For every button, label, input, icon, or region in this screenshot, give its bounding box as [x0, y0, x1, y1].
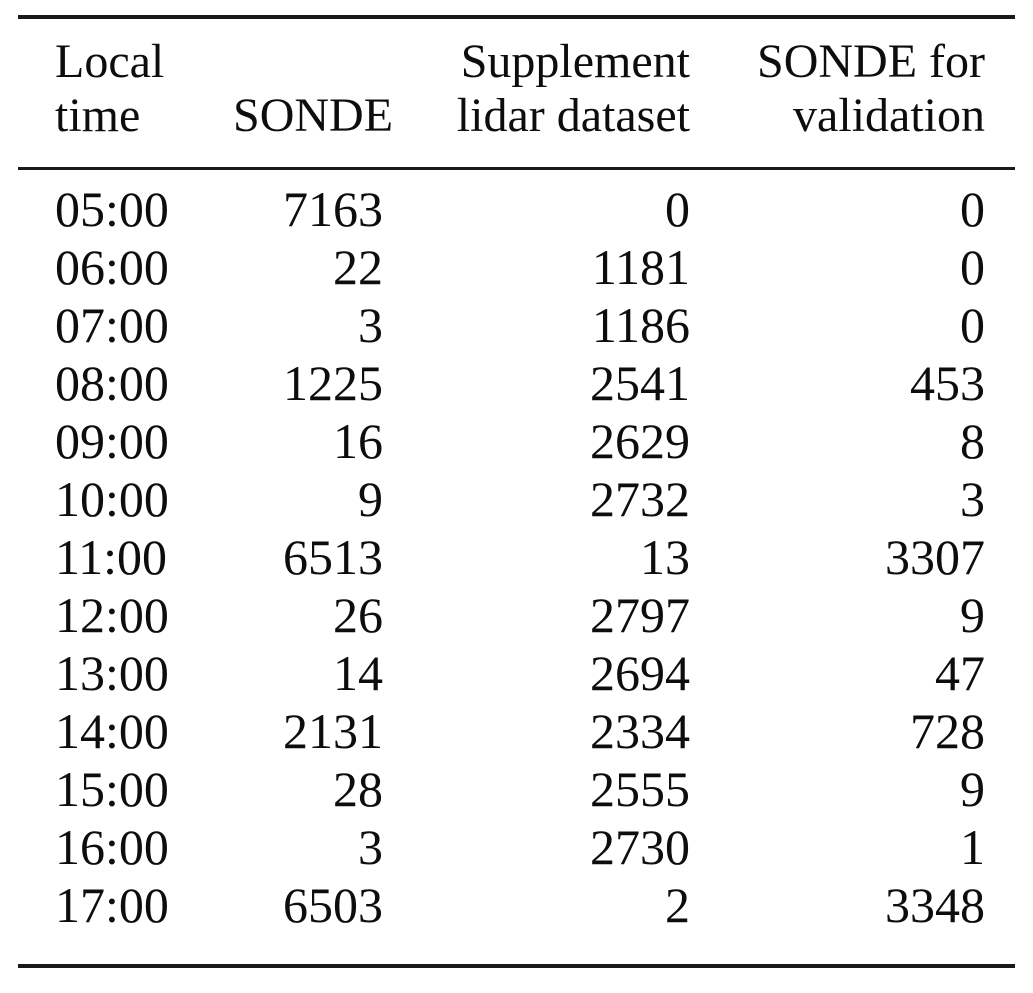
header-line: SONDE for: [757, 35, 985, 88]
value-cell: 9: [358, 471, 383, 527]
time-cell: 13:00: [55, 645, 169, 701]
header-row: Local time SONDE Supplement lidar datase…: [18, 19, 1015, 167]
table-row: 13:00 14 2694 47: [18, 644, 1015, 702]
column-header-supplement-lidar: Supplement lidar dataset: [383, 19, 690, 167]
value-cell: 728: [910, 703, 985, 759]
table-body: 05:00 7163 0 0 06:00 22 1181 0 07:00 3 1186 0 08:00 1…: [18, 170, 1015, 964]
value-cell: 2732: [590, 471, 690, 527]
table-row: 05:00 7163 0 0: [18, 170, 1015, 238]
data-table-figure: Local time SONDE Supplement lidar datase…: [18, 15, 1015, 968]
table-row: 15:00 28 2555 9: [18, 760, 1015, 818]
value-cell: 9: [960, 587, 985, 643]
time-cell: 09:00: [55, 413, 169, 469]
time-cell: 07:00: [55, 297, 169, 353]
value-cell: 14: [333, 645, 383, 701]
table-row: 07:00 3 1186 0: [18, 296, 1015, 354]
time-cell: 15:00: [55, 761, 169, 817]
value-cell: 6513: [283, 529, 383, 585]
value-cell: 9: [960, 761, 985, 817]
value-cell: 0: [665, 181, 690, 237]
value-cell: 13: [640, 529, 690, 585]
value-cell: 3: [358, 819, 383, 875]
time-cell: 05:00: [55, 181, 169, 237]
header-line: Local: [55, 35, 165, 88]
value-cell: 0: [960, 181, 985, 237]
table-bottom-rule: [18, 964, 1015, 968]
column-header-sonde-validation: SONDE for validation: [690, 19, 1015, 167]
value-cell: 26: [333, 587, 383, 643]
header-line: SONDE: [233, 89, 394, 142]
header-line: time: [55, 89, 141, 142]
value-cell: 1186: [591, 297, 690, 353]
time-cell: 14:00: [55, 703, 169, 759]
table-row: 08:00 1225 2541 453: [18, 354, 1015, 412]
value-cell: 3: [358, 297, 383, 353]
value-cell: 2541: [590, 355, 690, 411]
value-cell: 0: [960, 297, 985, 353]
value-cell: 47: [935, 645, 985, 701]
value-cell: 2: [665, 877, 690, 933]
header-line: Supplement: [460, 35, 690, 88]
value-cell: 2730: [590, 819, 690, 875]
header-line: lidar dataset: [456, 89, 690, 142]
value-cell: 6503: [283, 877, 383, 933]
table-row: 06:00 22 1181 0: [18, 238, 1015, 296]
time-cell: 12:00: [55, 587, 169, 643]
value-cell: 2629: [590, 413, 690, 469]
table-header-rule: [18, 167, 1015, 170]
sonde-lidar-table-body: 05:00 7163 0 0 06:00 22 1181 0 07:00 3 1186 0 08:00 1…: [18, 170, 1015, 964]
value-cell: 453: [910, 355, 985, 411]
value-cell: 2797: [590, 587, 690, 643]
table-row: 09:00 16 2629 8: [18, 412, 1015, 470]
time-cell: 10:00: [55, 471, 169, 527]
value-cell: 22: [333, 239, 383, 295]
time-cell: 16:00: [55, 819, 169, 875]
table-row: 14:00 2131 2334 728: [18, 702, 1015, 760]
value-cell: 2334: [590, 703, 690, 759]
column-header-sonde: SONDE: [233, 19, 394, 167]
value-cell: 1: [960, 819, 985, 875]
table-header: Local time SONDE Supplement lidar datase…: [18, 19, 1015, 167]
value-cell: 2131: [283, 703, 383, 759]
table-row: 10:00 9 2732 3: [18, 470, 1015, 528]
table-row: 17:00 6503 2 3348: [18, 876, 1015, 964]
value-cell: 1225: [283, 355, 383, 411]
time-cell: 08:00: [55, 355, 169, 411]
value-cell: 3348: [885, 877, 985, 933]
value-cell: 3: [960, 471, 985, 527]
value-cell: 16: [333, 413, 383, 469]
value-cell: 28: [333, 761, 383, 817]
time-cell: 06:00: [55, 239, 169, 295]
value-cell: 8: [960, 413, 985, 469]
table-row: 12:00 26 2797 9: [18, 586, 1015, 644]
value-cell: 0: [960, 239, 985, 295]
column-header-local-time: Local time: [18, 19, 233, 167]
time-cell: 17:00: [55, 877, 169, 933]
sonde-lidar-table: Local time SONDE Supplement lidar datase…: [18, 19, 1015, 167]
value-cell: 7163: [283, 181, 383, 237]
time-cell: 11:00: [55, 529, 168, 585]
header-line: validation: [793, 89, 985, 142]
table-row: 11:00 6513 13 3307: [18, 528, 1015, 586]
table-row: 16:00 3 2730 1: [18, 818, 1015, 876]
table-top-rule: [18, 15, 1015, 19]
value-cell: 2555: [590, 761, 690, 817]
value-cell: 1181: [591, 239, 690, 295]
value-cell: 2694: [590, 645, 690, 701]
value-cell: 3307: [885, 529, 985, 585]
